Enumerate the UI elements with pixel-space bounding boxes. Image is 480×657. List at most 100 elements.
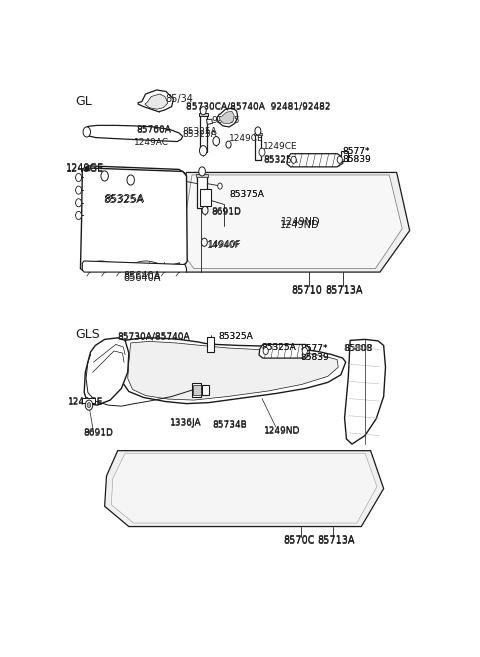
Text: 85760A: 85760A	[136, 125, 171, 134]
Polygon shape	[287, 154, 343, 167]
Text: GLS: GLS	[75, 328, 100, 341]
Circle shape	[202, 206, 208, 214]
Circle shape	[101, 171, 108, 181]
Text: 85375A: 85375A	[229, 190, 264, 198]
Polygon shape	[341, 150, 348, 161]
Text: 85839: 85839	[343, 155, 372, 164]
Text: GL: GL	[75, 95, 92, 108]
Polygon shape	[138, 90, 173, 112]
Text: 85325A: 85325A	[264, 155, 299, 164]
Polygon shape	[219, 111, 234, 124]
Polygon shape	[81, 168, 187, 270]
Circle shape	[218, 183, 222, 189]
Text: 14940F: 14940F	[208, 240, 242, 249]
Text: 1249CE: 1249CE	[229, 134, 264, 143]
Text: 1249ND: 1249ND	[264, 428, 300, 436]
Text: 1336JA: 1336JA	[170, 419, 202, 428]
Text: 85713A: 85713A	[325, 284, 363, 295]
Polygon shape	[207, 337, 215, 352]
Text: 14940F: 14940F	[207, 241, 240, 250]
Circle shape	[202, 238, 207, 246]
Polygon shape	[206, 120, 213, 124]
Text: 8691D: 8691D	[83, 430, 113, 438]
Text: 85839: 85839	[300, 353, 329, 361]
Text: 85710: 85710	[292, 286, 323, 296]
Text: 8570C: 8570C	[283, 535, 315, 546]
Text: 85734B: 85734B	[213, 421, 247, 430]
Text: 85839: 85839	[300, 353, 329, 361]
Text: 85325A: 85325A	[103, 195, 143, 205]
Polygon shape	[84, 166, 186, 187]
Text: 85808: 85808	[344, 344, 372, 353]
Text: 85730CA/85740A  92481/92482: 85730CA/85740A 92481/92482	[186, 102, 331, 111]
Circle shape	[226, 141, 231, 148]
Circle shape	[200, 146, 207, 156]
Text: 1249CE: 1249CE	[263, 142, 298, 150]
Text: 8691D: 8691D	[83, 428, 113, 438]
Polygon shape	[192, 384, 202, 397]
Text: 85760A: 85760A	[136, 126, 171, 135]
Text: 1249GE: 1249GE	[66, 164, 104, 173]
Polygon shape	[172, 172, 410, 272]
Text: 1249GE: 1249GE	[68, 397, 104, 406]
Text: 85730CA/85740A  92481/92482: 85730CA/85740A 92481/92482	[186, 102, 331, 110]
Text: 85640A: 85640A	[123, 271, 161, 281]
Polygon shape	[111, 453, 377, 523]
Text: 1249GE: 1249GE	[66, 164, 104, 174]
Polygon shape	[193, 385, 201, 395]
Polygon shape	[181, 175, 402, 269]
Text: 85640A: 85640A	[123, 273, 161, 283]
Text: 85325A: 85325A	[183, 130, 217, 139]
Circle shape	[127, 175, 134, 185]
Circle shape	[255, 127, 261, 135]
Text: 85839: 85839	[343, 155, 372, 164]
Polygon shape	[83, 397, 96, 403]
Polygon shape	[345, 340, 385, 444]
Text: 85/34: 85/34	[165, 94, 193, 104]
Circle shape	[259, 148, 265, 156]
Polygon shape	[105, 451, 384, 526]
Text: 92485: 92485	[212, 116, 240, 125]
Text: 8577*: 8577*	[300, 344, 327, 353]
Polygon shape	[84, 125, 183, 141]
Polygon shape	[200, 189, 211, 206]
Text: 1249AC: 1249AC	[134, 137, 169, 147]
Text: 85713A: 85713A	[317, 535, 355, 545]
Text: 8691D: 8691D	[212, 207, 241, 216]
Text: 85325A: 85325A	[219, 332, 253, 342]
Text: 8577*: 8577*	[300, 344, 327, 353]
Circle shape	[337, 156, 342, 164]
Polygon shape	[197, 175, 207, 208]
Text: 85808: 85808	[345, 344, 373, 353]
Circle shape	[302, 348, 307, 355]
Polygon shape	[200, 114, 207, 152]
Text: 85325A: 85325A	[183, 127, 217, 137]
Circle shape	[76, 212, 82, 219]
Text: 85734B: 85734B	[213, 420, 247, 430]
Text: 85713A: 85713A	[317, 535, 355, 546]
Polygon shape	[254, 133, 262, 135]
Circle shape	[76, 173, 82, 181]
Polygon shape	[217, 108, 238, 127]
Polygon shape	[84, 338, 129, 405]
Circle shape	[76, 198, 82, 207]
Circle shape	[199, 167, 205, 176]
Polygon shape	[199, 113, 208, 116]
Text: 85713A: 85713A	[325, 286, 363, 296]
Polygon shape	[196, 174, 208, 177]
Circle shape	[263, 348, 268, 355]
Circle shape	[200, 106, 206, 115]
Text: 1336JA: 1336JA	[170, 419, 202, 427]
Polygon shape	[83, 261, 186, 272]
Circle shape	[85, 400, 93, 410]
Text: 85710: 85710	[292, 284, 323, 295]
Text: 85325A: 85325A	[105, 194, 145, 204]
Polygon shape	[259, 344, 309, 358]
Text: 85730A/85740A: 85730A/85740A	[118, 332, 190, 341]
Text: 8691D: 8691D	[212, 208, 241, 217]
Text: 1249ND: 1249ND	[281, 217, 320, 227]
Text: 1249GE: 1249GE	[68, 398, 104, 407]
Text: 85375A: 85375A	[229, 190, 264, 199]
Polygon shape	[122, 338, 346, 403]
Circle shape	[76, 186, 82, 194]
